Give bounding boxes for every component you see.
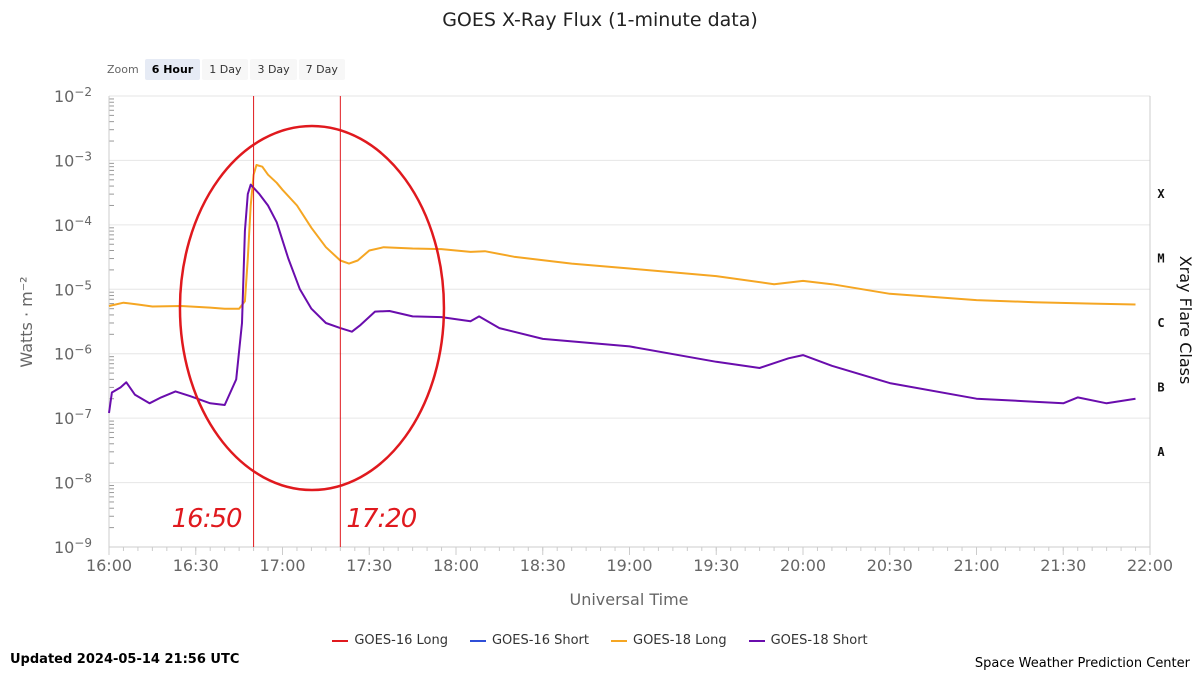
flare-class-label: X xyxy=(1157,187,1165,201)
legend-item-goes16-short[interactable]: GOES-16 Short xyxy=(469,633,589,648)
legend-swatch xyxy=(611,639,627,642)
zoom-7-day-button[interactable]: 7 Day xyxy=(298,59,345,80)
chart-title: GOES X-Ray Flux (1-minute data) xyxy=(442,9,758,31)
grid xyxy=(109,95,1150,548)
legend-label: GOES-18 Short xyxy=(770,633,868,648)
updated-timestamp: Updated 2024-05-14 21:56 UTC xyxy=(10,652,240,667)
legend-item-goes18-long[interactable]: GOES-18 Long xyxy=(611,633,727,648)
legend-swatch xyxy=(469,639,486,642)
legend-swatch xyxy=(748,639,765,642)
x-tick-label: 20:00 xyxy=(780,556,826,575)
y-tick-label: 10−4 xyxy=(54,214,92,235)
annotation-label: 17:20 xyxy=(346,504,416,534)
series-line xyxy=(108,183,1136,414)
y-tick-label: 10−9 xyxy=(54,536,92,557)
flare-class-label: B xyxy=(1157,380,1164,394)
series-line xyxy=(108,164,1136,310)
x-tick-label: 20:30 xyxy=(867,556,913,575)
x-tick-label: 22:00 xyxy=(1127,556,1173,575)
x-tick-label: 19:00 xyxy=(606,556,652,575)
x-tick-label: 16:30 xyxy=(173,556,219,575)
y-tick-label: 10−7 xyxy=(54,407,92,428)
credit-text: Space Weather Prediction Center xyxy=(974,656,1190,671)
axes: 10−2 10−3 10−4 10−5 10−6 10−7 10−8 10−916:00 16:… xyxy=(54,85,1173,575)
y-tick-label: 10−5 xyxy=(54,278,92,299)
zoom-6-hour-button[interactable]: 6 Hour xyxy=(144,59,201,80)
legend-label: GOES-16 Short xyxy=(491,633,589,648)
legend: GOES-16 Long GOES-16 Short GOES-18 Long … xyxy=(0,633,1200,648)
legend-label: GOES-16 Long xyxy=(354,633,448,648)
y-tick-label: 10−2 xyxy=(54,85,92,106)
x-tick-label: 18:00 xyxy=(433,556,479,575)
legend-swatch xyxy=(332,639,349,642)
zoom-label: Zoom xyxy=(107,63,139,76)
legend-item-goes18-short[interactable]: GOES-18 Short xyxy=(748,633,868,648)
y2-axis-title: Xray Flare Class xyxy=(1176,256,1195,385)
y-tick-label: 10−8 xyxy=(54,472,92,493)
zoom-1-day-button[interactable]: 1 Day xyxy=(202,59,249,80)
annotations: 16:50 17:20 xyxy=(172,96,446,547)
flare-class-label: A xyxy=(1157,445,1165,459)
y-tick-label: 10−3 xyxy=(54,149,92,170)
flare-class-label: M xyxy=(1157,252,1164,266)
zoom-3-day-button[interactable]: 3 Day xyxy=(250,59,297,80)
flare-highlight-ellipse xyxy=(178,124,446,492)
x-tick-label: 18:30 xyxy=(520,556,566,575)
x-tick-label: 16:00 xyxy=(86,556,132,575)
x-tick-label: 19:30 xyxy=(693,556,739,575)
y-tick-label: 10−6 xyxy=(54,343,92,364)
x-axis-title: Universal Time xyxy=(569,590,688,609)
annotation-label: 16:50 xyxy=(172,504,242,534)
x-tick-label: 17:00 xyxy=(259,556,305,575)
legend-item-goes16-long[interactable]: GOES-16 Long xyxy=(332,633,448,648)
zoom-control: Zoom 6 Hour 1 Day 3 Day 7 Day xyxy=(107,59,345,80)
legend-label: GOES-18 Long xyxy=(633,633,727,648)
x-tick-label: 17:30 xyxy=(346,556,392,575)
x-tick-label: 21:30 xyxy=(1040,556,1086,575)
y-axis-title: Watts · m⁻² xyxy=(17,276,36,367)
flare-class-label: C xyxy=(1157,316,1164,330)
x-tick-label: 21:00 xyxy=(953,556,999,575)
